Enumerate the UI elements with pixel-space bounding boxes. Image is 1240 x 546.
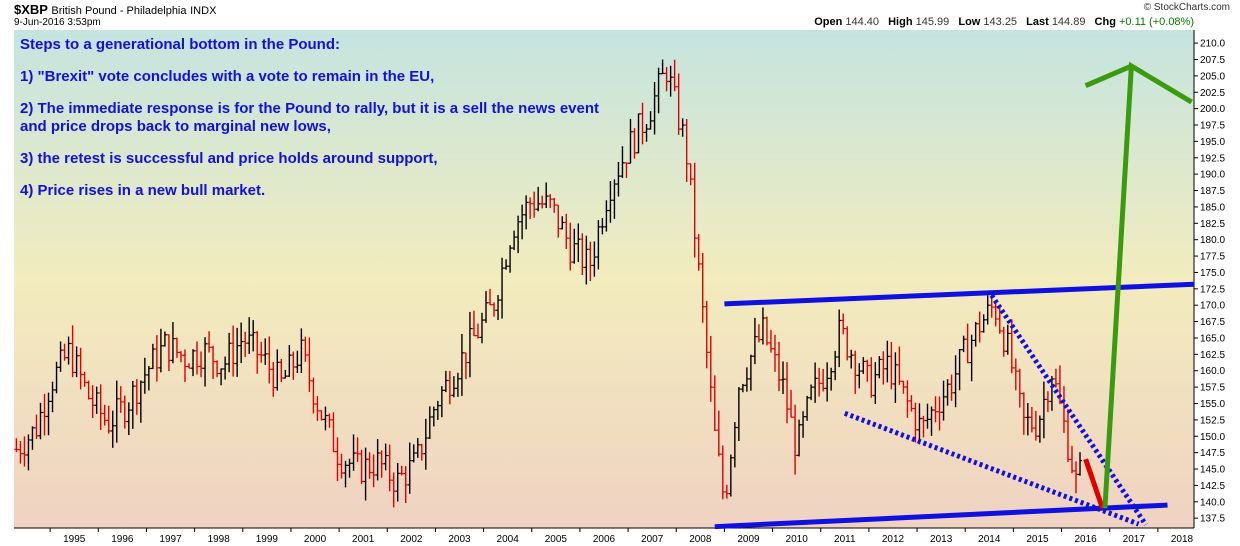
y-tick-label: 142.5 xyxy=(1200,481,1225,492)
y-tick-label: 202.5 xyxy=(1200,88,1225,99)
x-tick-label: 2004 xyxy=(497,534,520,545)
y-tick-label: 205.0 xyxy=(1200,71,1225,82)
x-tick-label: 1998 xyxy=(208,534,231,545)
y-axis: 137.5 140.0 142.5 145.0 147.5 150.0 152.5 155.0… xyxy=(1193,30,1225,528)
x-tick-label: 2003 xyxy=(448,534,471,545)
y-tick-label: 210.0 xyxy=(1200,39,1225,50)
y-tick-label: 155.0 xyxy=(1200,399,1225,410)
y-tick-label: 167.5 xyxy=(1200,317,1225,328)
x-axis: 1995 1996 1997 1998 1999 2000 2001 2002 2003 2004… xyxy=(14,527,1194,545)
annotation-step-4: 4) Price rises in a new bull market. xyxy=(20,182,266,199)
y-tick-label: 200.0 xyxy=(1200,104,1225,115)
y-tick-label: 145.0 xyxy=(1200,465,1225,476)
x-tick-label: 2000 xyxy=(304,534,327,545)
symbol-description: British Pound - Philadelphia xyxy=(51,5,187,17)
chg-label: Chg xyxy=(1094,16,1116,28)
y-tick-label: 182.5 xyxy=(1200,219,1225,230)
y-tick-label: 185.0 xyxy=(1200,202,1225,213)
annotation-step-2: 2) The immediate response is for the Pou… xyxy=(20,100,600,135)
y-tick-label: 162.5 xyxy=(1200,350,1225,361)
trendlines xyxy=(714,61,1195,530)
x-tick-label: 2007 xyxy=(641,534,664,545)
y-tick-label: 197.5 xyxy=(1200,121,1225,132)
ohlc-readout: Open 144.40 High 145.99 Low 143.25 Last … xyxy=(814,16,1194,28)
y-tick-label: 175.0 xyxy=(1200,268,1225,279)
price-bars xyxy=(14,59,1083,508)
y-tick-label: 177.5 xyxy=(1200,252,1225,263)
open-value: 144.40 xyxy=(845,16,880,28)
y-tick-label: 160.0 xyxy=(1200,366,1225,377)
x-tick-label: 2002 xyxy=(400,534,423,545)
last-value: 144.89 xyxy=(1051,16,1086,28)
y-tick-label: 170.0 xyxy=(1200,301,1225,312)
projected-drop-line xyxy=(1083,458,1105,510)
projected-rise-line xyxy=(1102,61,1193,509)
x-tick-label: 1995 xyxy=(63,534,86,545)
brand-label: © StockCharts.com xyxy=(1143,2,1230,13)
x-tick-label: 2010 xyxy=(786,534,809,545)
x-tick-label: 2015 xyxy=(1026,534,1049,545)
chg-value: +0.11 (+0.08%) xyxy=(1118,16,1194,28)
open-label: Open xyxy=(814,16,843,28)
x-tick-label: 2001 xyxy=(352,534,375,545)
x-tick-label: 2014 xyxy=(978,534,1001,545)
symbol-label: $XBP British Pound - Philadelphia INDX xyxy=(14,2,216,17)
annotation-text: Steps to a generational bottom in the Po… xyxy=(20,36,620,214)
x-tick-label: 1996 xyxy=(111,534,134,545)
x-tick-label: 2012 xyxy=(882,534,905,545)
y-tick-label: 147.5 xyxy=(1200,448,1225,459)
projected-rise-left-line xyxy=(1084,63,1133,88)
annotation-step-3: 3) the retest is successful and price ho… xyxy=(20,150,438,167)
high-label: High xyxy=(888,16,913,28)
high-value: 145.99 xyxy=(915,16,950,28)
x-tick-label: 2011 xyxy=(834,534,856,545)
y-tick-label: 137.5 xyxy=(1200,514,1225,525)
y-tick-label: 157.5 xyxy=(1200,383,1225,394)
falling-resistance-line xyxy=(989,293,1148,527)
last-label: Last xyxy=(1026,16,1049,28)
plot-area xyxy=(14,30,1194,528)
x-tick-label: 1997 xyxy=(159,534,182,545)
low-value: 143.25 xyxy=(983,16,1018,28)
y-tick-label: 195.0 xyxy=(1200,137,1225,148)
y-tick-label: 207.5 xyxy=(1200,55,1225,66)
y-tick-label: 140.0 xyxy=(1200,497,1225,508)
y-tick-label: 180.0 xyxy=(1200,235,1225,246)
x-tick-label: 2017 xyxy=(1123,534,1146,545)
y-tick-label: 187.5 xyxy=(1200,186,1225,197)
chart-date: 9-Jun-2016 3:53pm xyxy=(14,17,101,28)
y-tick-label: 190.0 xyxy=(1200,170,1225,181)
x-tick-label: 2006 xyxy=(593,534,616,545)
x-tick-label: 2013 xyxy=(930,534,953,545)
y-tick-label: 152.5 xyxy=(1200,415,1225,426)
x-tick-label: 2009 xyxy=(737,534,760,545)
y-tick-label: 165.0 xyxy=(1200,333,1225,344)
annotation-title: Steps to a generational bottom in the Po… xyxy=(20,36,341,53)
chart-header: $XBP British Pound - Philadelphia INDX 9… xyxy=(0,0,1240,30)
y-tick-label: 172.5 xyxy=(1200,284,1225,295)
falling-support-line xyxy=(843,410,1140,527)
x-tick-label: 1999 xyxy=(256,534,279,545)
x-tick-label: 2016 xyxy=(1075,534,1098,545)
x-tick-label: 2018 xyxy=(1171,534,1194,545)
x-tick-label: 2008 xyxy=(689,534,712,545)
exchange-label: INDX xyxy=(190,5,217,17)
symbol: $XBP xyxy=(14,2,48,17)
y-tick-label: 150.0 xyxy=(1200,432,1225,443)
x-tick-label: 2005 xyxy=(545,534,568,545)
y-tick-label: 192.5 xyxy=(1200,153,1225,164)
annotation-step-1: 1) "Brexit" vote concludes with a vote t… xyxy=(20,68,435,85)
low-label: Low xyxy=(958,16,981,28)
